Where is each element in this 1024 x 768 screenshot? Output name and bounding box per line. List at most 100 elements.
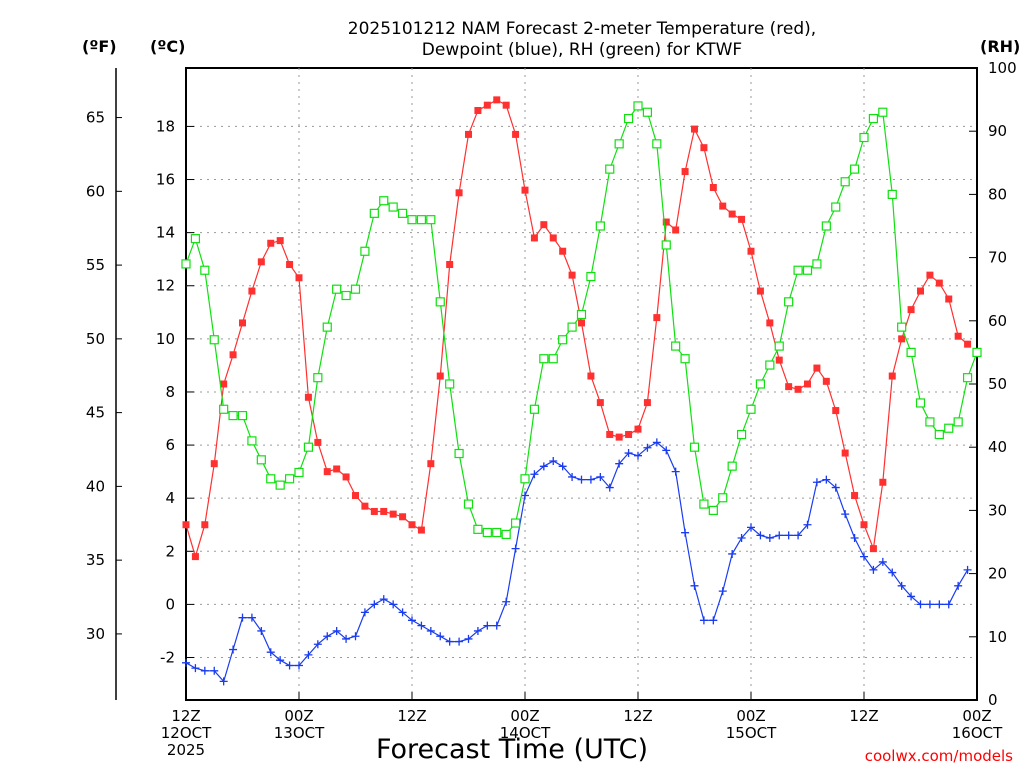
dewpoint-point — [389, 600, 398, 609]
2-meter-temperature-point — [794, 385, 802, 393]
2-meter-temperature-point — [399, 513, 407, 521]
rh-tick-label: 10 — [988, 628, 1007, 646]
rh-point — [275, 480, 285, 490]
rh-point — [369, 208, 379, 218]
dewpoint-point — [342, 634, 351, 643]
rh-unit-label: (RH) — [980, 37, 1020, 56]
rh-point — [350, 284, 361, 294]
dewpoint-point — [963, 565, 972, 574]
dewpoint-point — [464, 634, 473, 643]
rh-point — [868, 113, 879, 124]
2-meter-temperature-point — [907, 306, 915, 314]
rh-point — [765, 360, 775, 370]
rh-point — [473, 524, 483, 534]
dewpoint-point — [643, 443, 652, 452]
2-meter-temperature-point — [672, 226, 680, 234]
2-meter-temperature-point — [832, 407, 840, 415]
fahrenheit-tick-label: 60 — [86, 182, 105, 200]
rh-point — [595, 221, 605, 231]
2-meter-temperature-point — [191, 553, 199, 561]
rh-point — [576, 309, 587, 320]
dewpoint-point — [483, 621, 492, 630]
rh-point — [510, 518, 521, 528]
dewpoint-series — [182, 438, 972, 686]
rh-point — [426, 215, 436, 225]
dewpoint-point — [219, 677, 228, 686]
rh-point — [821, 221, 831, 231]
dewpoint-point — [596, 472, 605, 481]
celsius-tick-label: 4 — [165, 489, 175, 507]
rh-point — [190, 234, 201, 244]
2-meter-temperature-point — [738, 215, 746, 223]
2-meter-temperature-point — [427, 460, 435, 468]
rh-point — [548, 354, 558, 364]
celsius-tick-label: 18 — [156, 117, 175, 135]
dewpoint-point — [699, 616, 708, 625]
2-meter-temperature-point — [926, 271, 934, 279]
celsius-axis: -2 0 2 4 6 8 10 12 14 16 18 — [156, 117, 194, 667]
rh-tick-label: 20 — [988, 565, 1007, 583]
dewpoint-point — [794, 531, 803, 540]
dewpoint-point — [182, 658, 190, 667]
rh-point — [332, 284, 342, 294]
2-meter-temperature-point — [257, 258, 265, 266]
rh-point — [906, 347, 916, 357]
rh-axis: 0 10 20 30 40 50 60 70 80 90 100 — [969, 59, 1017, 709]
rh-point — [699, 499, 709, 509]
dewpoint-point — [916, 600, 925, 609]
2-meter-temperature-point — [964, 340, 972, 348]
time-tick-label: 12Z — [623, 707, 652, 725]
time-tick-label: 00Z — [962, 707, 991, 725]
fahrenheit-tick-label: 55 — [86, 256, 105, 274]
dewpoint-point — [492, 621, 501, 630]
dewpoint-point — [521, 491, 529, 500]
rh-point — [708, 505, 718, 515]
rh-point — [463, 499, 474, 509]
2-meter-temperature-point — [333, 465, 341, 473]
rh-point — [435, 297, 445, 307]
2-meter-temperature-point — [201, 521, 209, 529]
dewpoint-point — [878, 557, 887, 566]
rh-point — [934, 429, 944, 440]
fahrenheit-tick-label: 45 — [86, 404, 105, 422]
dewpoint-point — [850, 534, 859, 543]
2-meter-temperature-point — [596, 399, 604, 407]
2-meter-temperature-point — [869, 545, 877, 553]
rh-point — [237, 411, 248, 421]
rh-point — [200, 265, 210, 275]
2-meter-temperature-point — [691, 125, 698, 133]
rh-point — [925, 417, 935, 427]
dewpoint-point — [747, 523, 755, 532]
rh-point — [397, 208, 408, 218]
dewpoint-point — [615, 459, 624, 468]
dewpoint-point — [652, 438, 661, 447]
2-meter-temperature-point — [917, 287, 924, 295]
dewpoint-point — [417, 621, 426, 630]
dewpoint-point — [247, 613, 256, 622]
2-meter-temperature-point — [502, 101, 510, 109]
dewpoint-point — [473, 626, 482, 635]
celsius-tick-label: 2 — [165, 542, 175, 560]
2-meter-temperature-point — [879, 478, 887, 486]
celsius-tick-label: 16 — [156, 171, 175, 189]
2-meter-temperature-point — [804, 380, 811, 388]
rh-point — [784, 297, 794, 307]
dewpoint-point — [370, 600, 379, 609]
2-meter-temperature-point — [483, 101, 491, 109]
dewpoint-point — [841, 510, 850, 519]
2-meter-temperature-point — [267, 239, 275, 247]
2-meter-temperature-point — [606, 430, 614, 438]
2-meter-temperature-point — [719, 202, 727, 210]
rh-point — [746, 404, 756, 414]
rh-point — [962, 373, 973, 383]
2-meter-temperature-point — [634, 425, 642, 433]
2-meter-temperature-point — [728, 210, 736, 218]
dewpoint-point — [455, 637, 464, 646]
rh-point — [887, 189, 897, 199]
celsius-tick-label: 8 — [165, 383, 175, 401]
2-meter-temperature-point — [860, 521, 868, 529]
2-meter-temperature-point — [662, 218, 670, 226]
rh-tick-label: 60 — [988, 312, 1007, 330]
dewpoint-point — [229, 645, 238, 654]
dewpoint-point — [775, 531, 784, 540]
